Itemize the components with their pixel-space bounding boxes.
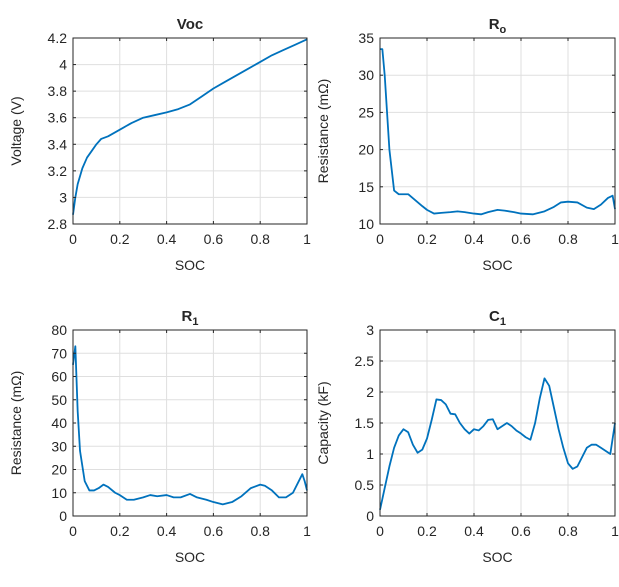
y-tick-label: 0 (366, 508, 374, 524)
y-tick-label: 80 (51, 322, 67, 338)
chart-title: C1 (489, 308, 506, 328)
y-tick-label: 70 (51, 345, 67, 361)
y-tick-label: 60 (51, 369, 67, 385)
x-tick-label: 0 (69, 231, 77, 247)
y-tick-label: 3.6 (48, 110, 68, 126)
x-axis-label: SOC (175, 549, 205, 565)
y-tick-label: 2.5 (355, 353, 375, 369)
y-tick-label: 0 (59, 508, 67, 524)
y-axis-label: Resistance (mΩ) (8, 371, 24, 476)
x-tick-label: 0.6 (204, 523, 224, 539)
x-tick-label: 0.2 (417, 231, 437, 247)
x-tick-label: 1 (303, 231, 311, 247)
y-tick-label: 3 (59, 189, 67, 205)
y-tick-label: 2 (366, 384, 374, 400)
y-tick-label: 3 (366, 322, 374, 338)
axes-frame (72, 37, 308, 225)
y-tick-label: 3.4 (48, 136, 68, 152)
y-tick-label: 50 (51, 392, 67, 408)
x-tick-label: 0.6 (204, 231, 224, 247)
y-tick-label: 20 (358, 142, 374, 158)
x-tick-label: 0 (69, 523, 77, 539)
chart-panel-2: 0 0.2 0.4 0.6 0.8 1 10 15 20 25 30 35 Ro SOC Resistanc… (315, 16, 619, 273)
x-tick-label: 1 (611, 231, 619, 247)
y-tick-label: 0.5 (355, 477, 375, 493)
chart-title: Ro (489, 16, 507, 36)
y-tick-label: 3.2 (48, 163, 68, 179)
x-tick-label: 1 (303, 523, 311, 539)
x-axis-label: SOC (482, 257, 512, 273)
x-tick-label: 0.2 (417, 523, 437, 539)
y-tick-label: 1 (366, 446, 374, 462)
x-tick-label: 1 (611, 523, 619, 539)
x-tick-label: 0 (376, 523, 384, 539)
y-tick-label: 30 (358, 67, 374, 83)
x-tick-label: 0.4 (157, 231, 177, 247)
x-axis-label: SOC (482, 549, 512, 565)
y-tick-label: 4 (59, 57, 67, 73)
chart-panel-3: 0 0.2 0.4 0.6 0.8 101020304050607080R1SOCResi… (8, 308, 311, 565)
y-tick-label: 10 (358, 216, 374, 232)
plot-area (380, 38, 615, 224)
y-tick-label: 35 (358, 30, 374, 46)
series-line (380, 48, 616, 216)
axes-frame (379, 37, 616, 225)
plot-area (73, 38, 307, 224)
x-tick-label: 0.2 (110, 231, 130, 247)
x-tick-label: 0.4 (464, 523, 484, 539)
x-tick-label: 0.8 (250, 231, 270, 247)
y-tick-label: 30 (51, 438, 67, 454)
x-tick-label: 0.8 (558, 523, 578, 539)
y-tick-label: 3.8 (48, 83, 68, 99)
x-tick-label: 0.6 (511, 523, 531, 539)
x-tick-label: 0.8 (250, 523, 270, 539)
x-tick-label: 0.6 (511, 231, 531, 247)
y-tick-label: 4.2 (48, 30, 68, 46)
chart-panel-4: 0 0.2 0.4 0.6 0.8 1 0 0.5 1 1.5 2 2.5 3 C1 SOC Capacity… (315, 308, 619, 565)
y-tick-label: 20 (51, 462, 67, 478)
chart-title: R1 (182, 308, 199, 328)
x-tick-label: 0.4 (464, 231, 484, 247)
y-tick-label: 25 (358, 104, 374, 120)
y-tick-label: 1.5 (355, 415, 375, 431)
y-axis-label: Resistance (mΩ) (315, 79, 331, 184)
x-tick-label: 0.4 (157, 523, 177, 539)
y-tick-label: 2.8 (48, 216, 68, 232)
y-tick-label: 15 (358, 179, 374, 195)
chart-panel-1: 0 0.2 0.4 0.6 0.8 1 2.8 3 3.2 3.4 3.6 3.8 4 4.2 Voc SOC… (8, 16, 311, 273)
y-axis-label: Capacity (kF) (315, 381, 331, 464)
x-tick-label: 0.2 (110, 523, 130, 539)
x-axis-label: SOC (175, 257, 205, 273)
series-line (72, 345, 308, 506)
chart-title: Voc (177, 16, 203, 33)
series-line (72, 38, 308, 215)
x-tick-label: 0 (376, 231, 384, 247)
series-line (379, 377, 616, 510)
x-tick-label: 0.8 (558, 231, 578, 247)
y-tick-label: 10 (51, 485, 67, 501)
y-axis-label: Voltage (V) (8, 96, 24, 165)
y-tick-label: 40 (51, 415, 67, 431)
